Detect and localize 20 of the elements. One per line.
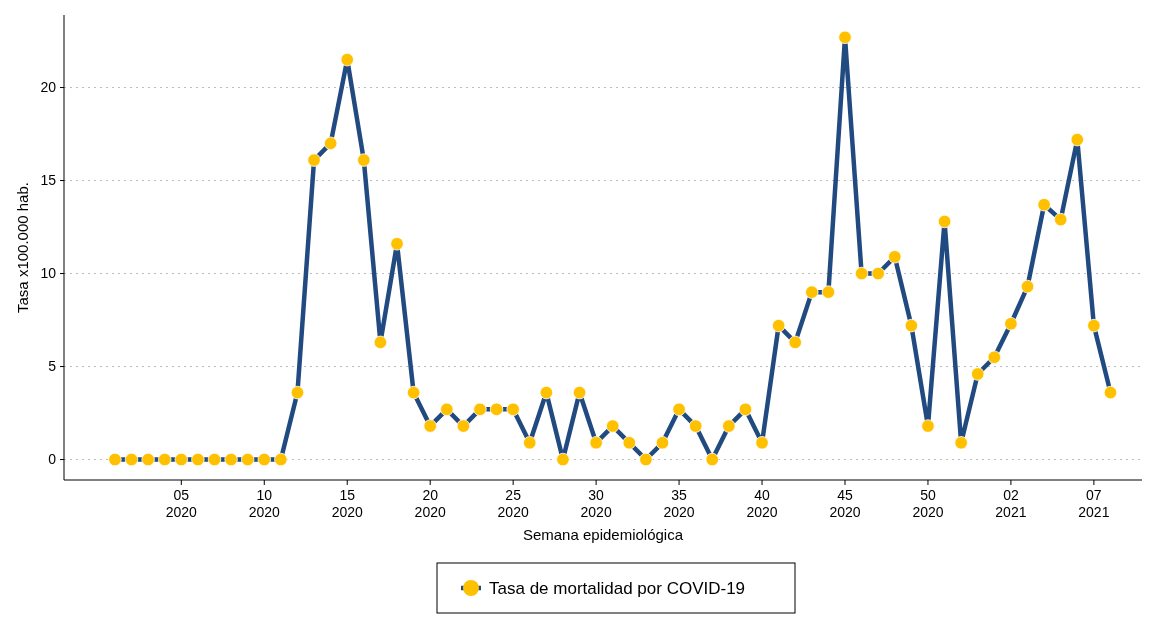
x-tick-label: 25 2020 bbox=[497, 487, 529, 520]
x-tick-label: 45 2020 bbox=[829, 487, 861, 520]
x-tick-label: 15 2020 bbox=[331, 487, 364, 520]
x-tick-label: 07 2021 bbox=[1078, 487, 1110, 520]
x-tick-label: 30 2020 bbox=[580, 487, 612, 520]
y-axis-title: Tasa x100.000 hab. bbox=[14, 182, 31, 313]
y-tick-label: 10 bbox=[40, 265, 57, 282]
legend-label: Tasa de mortalidad por COVID-19 bbox=[489, 578, 746, 598]
x-tick-label: 50 2020 bbox=[912, 487, 944, 520]
x-tick-label: 35 2020 bbox=[663, 487, 695, 520]
x-tick-label: 02 2021 bbox=[995, 487, 1027, 520]
y-tick-label: 0 bbox=[48, 451, 57, 468]
x-tick-label: 10 2020 bbox=[248, 487, 281, 520]
x-axis-title: Semana epidemiológica bbox=[522, 526, 684, 543]
y-tick-label: 5 bbox=[48, 358, 57, 375]
x-tick-label: 05 2020 bbox=[165, 487, 198, 520]
x-tick-label: 20 2020 bbox=[414, 487, 446, 520]
x-tick-label: 40 2020 bbox=[746, 487, 778, 520]
y-tick-label: 20 bbox=[40, 79, 57, 96]
y-tick-label: 15 bbox=[40, 172, 57, 189]
